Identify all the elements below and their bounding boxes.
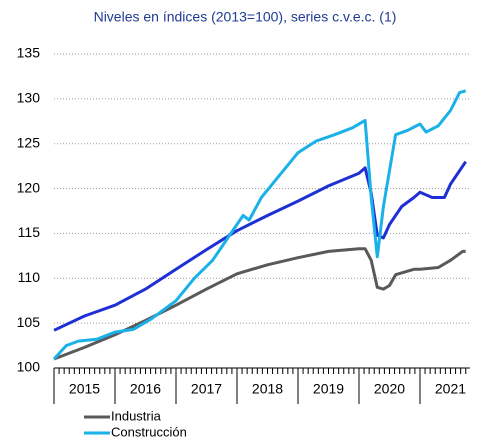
chart-title: Niveles en índices (2013=100), series c.… <box>94 9 397 25</box>
y-tick-label: 110 <box>18 269 41 285</box>
x-tick-label: 2016 <box>130 381 161 397</box>
y-tick-label: 125 <box>17 134 41 150</box>
x-tick-label: 2021 <box>435 381 466 397</box>
x-tick-label: 2015 <box>69 381 100 397</box>
legend-label: Industria <box>111 408 162 423</box>
line <box>53 247 466 361</box>
y-tick-label: 120 <box>17 179 41 195</box>
y-tick-label: 115 <box>18 224 41 240</box>
y-tick-label: 130 <box>17 90 41 106</box>
line <box>52 89 467 361</box>
y-tick-label: 100 <box>17 359 41 375</box>
x-tick-label: 2017 <box>191 381 222 397</box>
x-tick-label: 2019 <box>313 381 344 397</box>
line <box>53 160 467 332</box>
y-tick-label: 135 <box>17 45 41 61</box>
x-tick-label: 2020 <box>374 381 405 397</box>
x-tick-label: 2018 <box>252 381 283 397</box>
legend-label: Construcción <box>111 424 187 439</box>
y-tick-label: 105 <box>17 314 41 330</box>
